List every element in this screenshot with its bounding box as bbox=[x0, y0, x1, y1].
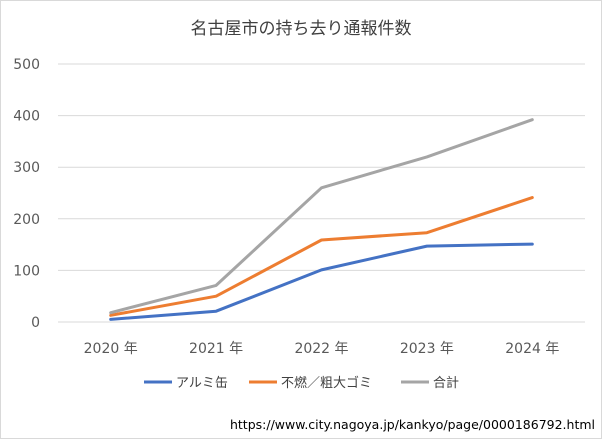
legend-label: 合計 bbox=[433, 375, 459, 391]
chart-title: 名古屋市の持ち去り通報件数 bbox=[191, 19, 412, 39]
y-tick-label: 400 bbox=[13, 109, 40, 125]
series-line bbox=[109, 242, 534, 321]
y-tick-label: 100 bbox=[13, 263, 40, 279]
y-tick-label: 300 bbox=[13, 160, 40, 176]
legend-label: アルミ缶 bbox=[176, 376, 228, 391]
series-lines bbox=[109, 118, 534, 321]
x-tick-label: 2024 年 bbox=[505, 341, 559, 357]
y-tick-label: 500 bbox=[13, 57, 40, 73]
legend: アルミ缶 不燃／粗大ゴミ 合計 bbox=[144, 375, 459, 391]
x-tick-label: 2023 年 bbox=[400, 341, 454, 357]
gridlines bbox=[58, 63, 585, 323]
y-axis-ticks: 0 100 200 300 400 500 bbox=[13, 57, 40, 331]
source-url: https://www.city.nagoya.jp/kankyo/page/0… bbox=[230, 417, 595, 432]
series-line bbox=[109, 196, 534, 317]
y-tick-label: 0 bbox=[31, 315, 40, 331]
legend-label: 不燃／粗大ゴミ bbox=[281, 375, 372, 391]
series-line bbox=[109, 118, 534, 315]
x-tick-label: 2020 年 bbox=[84, 341, 138, 357]
x-tick-label: 2022 年 bbox=[294, 341, 348, 357]
x-tick-label: 2021 年 bbox=[189, 341, 243, 357]
x-axis-ticks: 2020 年 2021 年 2022 年 2023 年 2024 年 bbox=[84, 341, 560, 357]
y-tick-label: 200 bbox=[13, 212, 40, 228]
